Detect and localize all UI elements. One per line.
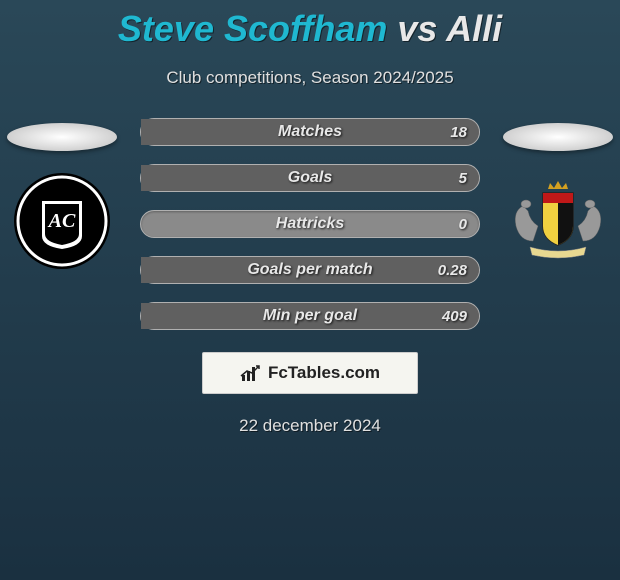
stat-row: Min per goal 409 [140,302,480,330]
stat-label: Matches [278,123,342,141]
svg-text:AC: AC [47,210,76,232]
player2-photo-placeholder [503,123,613,151]
player1-photo-placeholder [7,123,117,151]
subtitle: Club competitions, Season 2024/2025 [0,68,620,88]
stat-value-right: 0.28 [438,262,467,279]
comparison-card: Steve Scoffham vs Alli Club competitions… [0,0,620,436]
stat-value-right: 409 [442,308,467,325]
player2-name: Alli [446,8,502,49]
date-label: 22 december 2024 [0,416,620,436]
branding-text: FcTables.com [268,363,380,383]
stat-row: Goals 5 [140,164,480,192]
branding-box: FcTables.com [202,352,418,394]
stat-row: Hattricks 0 [140,210,480,238]
stat-row: Goals per match 0.28 [140,256,480,284]
stat-label: Goals per match [247,261,372,279]
player2-club-crest-icon [508,171,608,271]
bar-chart-icon [240,364,262,382]
stat-label: Hattricks [276,215,344,233]
stat-label: Goals [288,169,332,187]
stat-value-right: 5 [459,170,467,187]
stat-row: Matches 18 [140,118,480,146]
stat-value-right: 0 [459,216,467,233]
stat-value-right: 18 [450,124,467,141]
player1-name: Steve Scoffham [118,8,387,49]
main-row: AC Matches 18 Goals 5 Hattricks 0 Goals per ma… [0,118,620,330]
vs-label: vs [397,8,437,49]
right-side [498,118,618,271]
left-side: AC [2,118,122,271]
player1-club-crest-icon: AC [12,171,112,271]
stats-panel: Matches 18 Goals 5 Hattricks 0 Goals per match… [140,118,480,330]
stat-label: Min per goal [263,307,357,325]
title: Steve Scoffham vs Alli [0,8,620,50]
